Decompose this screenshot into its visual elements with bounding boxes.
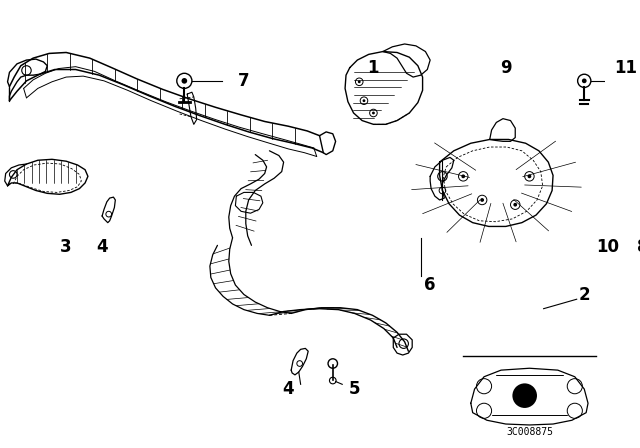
Circle shape [513, 383, 537, 408]
Circle shape [582, 78, 587, 83]
Text: 9: 9 [500, 59, 511, 77]
Text: 4: 4 [96, 238, 108, 256]
Circle shape [372, 112, 375, 114]
Text: 1: 1 [367, 59, 379, 77]
Text: 6: 6 [424, 276, 436, 294]
Text: 3C008875: 3C008875 [506, 426, 553, 437]
Text: 7: 7 [238, 72, 250, 90]
Circle shape [362, 99, 365, 102]
Circle shape [527, 174, 531, 178]
Circle shape [461, 174, 465, 178]
Circle shape [182, 78, 187, 84]
Text: 2: 2 [579, 285, 590, 303]
Text: 4: 4 [282, 380, 294, 398]
Text: 8: 8 [637, 238, 640, 256]
Text: 11: 11 [614, 59, 637, 77]
Circle shape [358, 80, 361, 83]
Text: 5: 5 [349, 380, 360, 398]
Text: 10: 10 [596, 238, 620, 256]
Text: 3: 3 [60, 238, 72, 256]
Circle shape [480, 198, 484, 202]
Circle shape [513, 203, 517, 207]
